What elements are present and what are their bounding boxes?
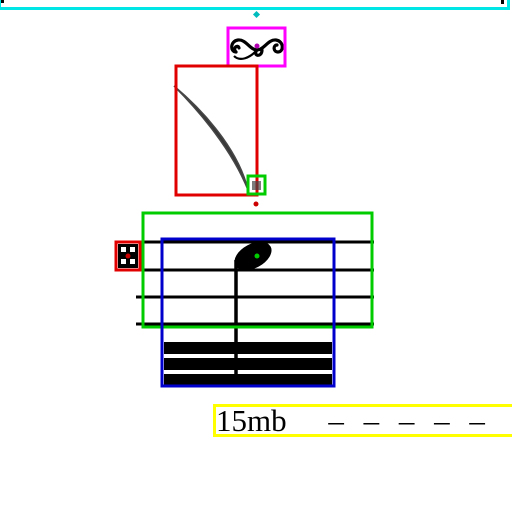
cyan-center-marker <box>252 10 261 19</box>
ornament-marker <box>254 43 260 49</box>
top-bracket-mark <box>1 0 4 3</box>
slur-end-box <box>246 174 267 196</box>
note-marker <box>254 253 260 259</box>
accidental-box <box>114 240 142 272</box>
ottava-label: 15mb – – – – – <box>216 404 491 438</box>
slur-curve <box>173 85 249 191</box>
notehead-icon <box>234 241 272 271</box>
slur-svg <box>173 64 267 207</box>
slur-box <box>174 64 259 197</box>
ottava-dashes: – – – – – <box>328 403 491 438</box>
top-bracket-mark-right <box>501 0 504 4</box>
ottava-text: 15mb <box>216 403 287 438</box>
note-box <box>160 237 336 388</box>
staff-box <box>141 211 374 329</box>
slur-marker <box>253 201 259 207</box>
top-staff-box <box>0 0 510 10</box>
beam-bars <box>164 342 332 386</box>
ottava-box <box>213 404 512 437</box>
staff-svg <box>114 211 374 388</box>
